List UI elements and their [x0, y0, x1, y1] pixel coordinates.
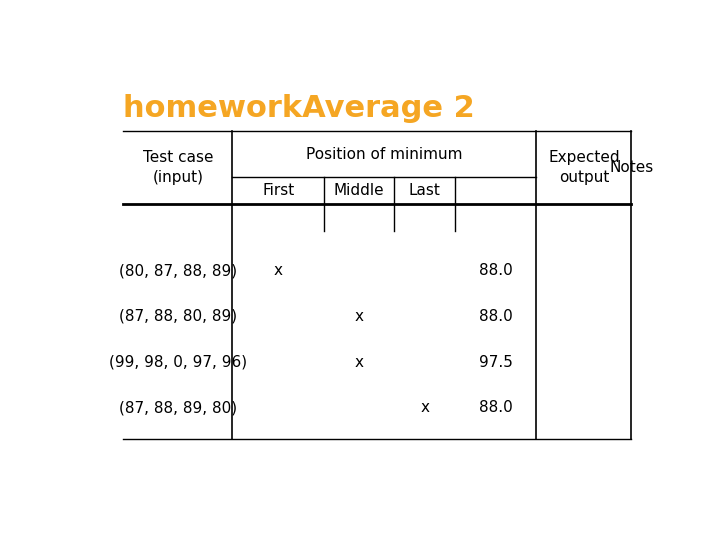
Text: homeworkAverage 2: homeworkAverage 2 [124, 94, 475, 123]
Text: (87, 88, 89, 80): (87, 88, 89, 80) [119, 400, 237, 415]
Text: 88.0: 88.0 [479, 400, 513, 415]
Text: Last: Last [409, 183, 441, 198]
Text: 88.0: 88.0 [479, 309, 513, 324]
Text: Expected
output: Expected output [548, 150, 620, 185]
Text: (80, 87, 88, 89): (80, 87, 88, 89) [119, 263, 237, 278]
Text: Middle: Middle [334, 183, 384, 198]
Text: x: x [420, 400, 429, 415]
Text: (87, 88, 80, 89): (87, 88, 80, 89) [119, 309, 237, 324]
Text: x: x [355, 309, 364, 324]
Text: (99, 98, 0, 97, 96): (99, 98, 0, 97, 96) [109, 355, 247, 369]
Text: 97.5: 97.5 [479, 355, 513, 369]
Text: 88.0: 88.0 [479, 263, 513, 278]
Text: x: x [355, 355, 364, 369]
Text: First: First [262, 183, 294, 198]
Text: Test case
(input): Test case (input) [143, 150, 213, 185]
Text: Position of minimum: Position of minimum [306, 147, 462, 161]
Text: Notes: Notes [609, 160, 653, 175]
Text: x: x [274, 263, 283, 278]
